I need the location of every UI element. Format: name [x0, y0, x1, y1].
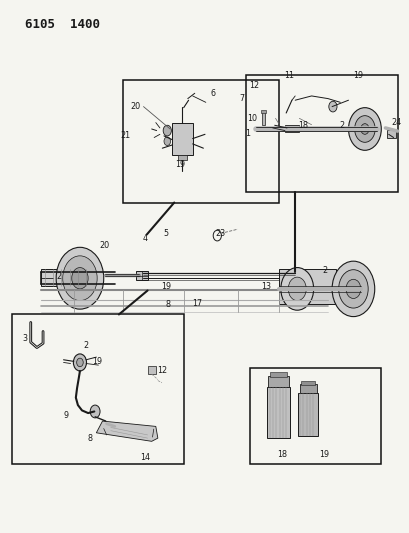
Bar — [41, 269, 98, 286]
Text: 19: 19 — [161, 282, 171, 291]
Text: 1: 1 — [245, 129, 250, 138]
Bar — [261, 110, 265, 113]
Text: 5: 5 — [163, 229, 168, 238]
Text: 20: 20 — [130, 102, 140, 111]
Text: 14: 14 — [140, 453, 150, 462]
Polygon shape — [96, 421, 157, 441]
Text: 19: 19 — [175, 160, 185, 168]
Circle shape — [328, 101, 336, 112]
Bar — [284, 125, 299, 132]
Circle shape — [163, 125, 171, 136]
Circle shape — [164, 137, 170, 146]
Text: 19: 19 — [318, 450, 328, 458]
Text: 8: 8 — [88, 434, 92, 442]
Text: 19: 19 — [352, 71, 362, 80]
Bar — [12, 314, 184, 464]
Text: 9: 9 — [63, 411, 68, 420]
Bar — [387, 130, 396, 138]
Circle shape — [288, 277, 306, 301]
Text: 12: 12 — [249, 81, 258, 90]
Text: 24: 24 — [391, 118, 401, 127]
Bar — [136, 271, 147, 280]
Bar — [299, 384, 316, 393]
Bar — [301, 381, 315, 385]
Text: 19: 19 — [92, 357, 102, 366]
Bar — [262, 112, 264, 125]
Circle shape — [90, 405, 100, 418]
Text: 2: 2 — [83, 341, 88, 350]
Bar — [269, 372, 286, 377]
Text: 18: 18 — [298, 122, 308, 130]
Circle shape — [63, 256, 97, 301]
Text: 6: 6 — [210, 90, 215, 98]
Text: 12: 12 — [157, 366, 167, 375]
Circle shape — [348, 108, 380, 150]
Bar — [178, 155, 186, 160]
Bar — [249, 368, 380, 464]
Bar — [278, 269, 335, 304]
Text: 2: 2 — [339, 122, 344, 130]
Text: 3: 3 — [23, 334, 28, 343]
Bar — [298, 393, 317, 436]
Bar — [245, 75, 397, 192]
Text: 4: 4 — [143, 235, 148, 243]
Text: 6105  1400: 6105 1400 — [25, 18, 99, 31]
Circle shape — [76, 358, 83, 367]
Text: 21: 21 — [120, 132, 130, 140]
Text: 13: 13 — [261, 282, 271, 291]
Circle shape — [354, 116, 374, 142]
Bar — [172, 123, 192, 155]
Bar — [147, 366, 155, 374]
Circle shape — [72, 268, 88, 289]
Circle shape — [360, 124, 368, 134]
Text: 8: 8 — [165, 301, 170, 309]
Text: 17: 17 — [192, 300, 202, 308]
Text: 20: 20 — [99, 241, 109, 249]
Text: 11: 11 — [283, 71, 293, 80]
Text: 23: 23 — [215, 229, 225, 238]
Circle shape — [73, 354, 86, 371]
Circle shape — [338, 270, 367, 308]
Bar — [123, 80, 278, 203]
Circle shape — [345, 279, 360, 298]
Circle shape — [331, 261, 374, 317]
Text: 18: 18 — [276, 450, 286, 458]
Text: 10: 10 — [246, 114, 256, 123]
Bar — [266, 387, 290, 438]
Text: 7: 7 — [239, 94, 244, 102]
Bar — [267, 376, 288, 387]
Text: 2: 2 — [56, 272, 61, 280]
Text: 2: 2 — [321, 266, 326, 275]
Circle shape — [280, 268, 313, 310]
Circle shape — [56, 247, 103, 309]
